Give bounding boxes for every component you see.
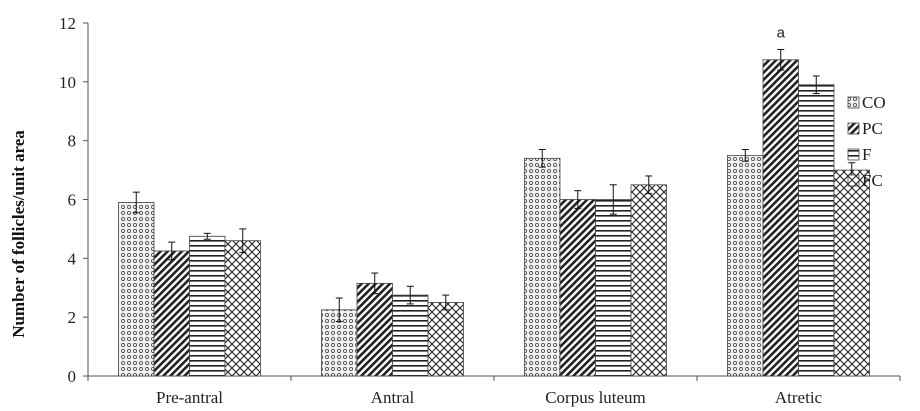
bar-pc (356, 282, 393, 377)
bar-co (524, 157, 561, 377)
bar-f (392, 294, 429, 377)
bar-fc (224, 240, 261, 377)
bar-fc (833, 169, 870, 377)
legend-swatch-co (847, 96, 860, 109)
y-tick-label: 4 (68, 249, 77, 268)
legend-label-f: F (862, 145, 871, 164)
labels: Pre-antral Antral Corpus luteum Atretic a (156, 24, 823, 407)
bar-co (727, 154, 764, 377)
x-tick-label: Pre-antral (156, 388, 223, 407)
y-tick-label: 12 (59, 14, 76, 33)
y-tick-label: 0 (68, 367, 77, 386)
y-tick-label: 6 (68, 191, 77, 210)
legend-swatch-pc (847, 122, 860, 135)
y-axis-label: Number of follicles/unit area (9, 130, 28, 338)
bar-pc (762, 59, 799, 377)
legend-label-pc: PC (862, 119, 883, 138)
bar-fc (630, 184, 667, 377)
bar-f (798, 84, 835, 377)
bar-pc (153, 250, 190, 377)
y-tick-label: 2 (68, 308, 77, 327)
significance-annotation: a (777, 24, 786, 41)
bar-pc (559, 199, 596, 377)
bar-co (118, 202, 155, 377)
legend-swatch-fc (847, 174, 860, 187)
y-tick-label: 10 (59, 73, 76, 92)
y-tick-label: 8 (68, 132, 77, 151)
legend-label-co: CO (862, 93, 886, 112)
error-bars (132, 48, 856, 323)
legend-label-fc: FC (862, 171, 883, 190)
legend-swatch-f (847, 148, 860, 161)
bar-f (189, 235, 226, 377)
x-tick-label: Antral (371, 388, 415, 407)
bar-f (595, 199, 632, 377)
legend: CO PC F FC (847, 93, 886, 190)
bars (118, 59, 870, 377)
x-tick-label: Atretic (775, 388, 823, 407)
bar-fc (427, 302, 464, 377)
x-tick-label: Corpus luteum (545, 388, 646, 407)
